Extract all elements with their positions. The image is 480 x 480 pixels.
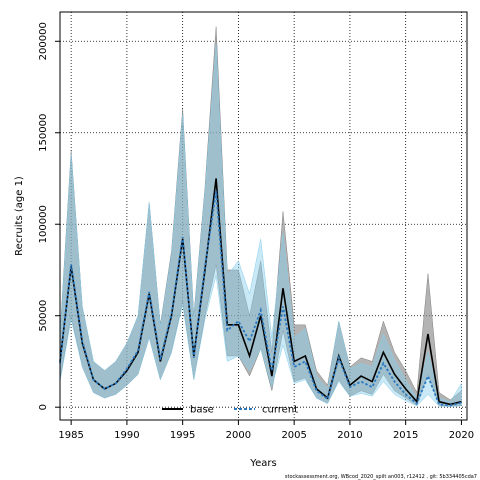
confidence-bands — [59, 26, 462, 407]
y-axis-title: Recruits (age 1) — [14, 176, 25, 256]
x-tick-label-2005: 2005 — [281, 430, 306, 441]
legend-label-current: current — [262, 405, 298, 416]
x-tick-label-1985: 1985 — [58, 430, 83, 441]
y-tick-label-200000: 200000 — [38, 22, 49, 60]
plot-frame — [59, 11, 468, 421]
y-tick-label-50000: 50000 — [38, 300, 49, 332]
y-tick-label-150000: 150000 — [38, 114, 49, 152]
legend: base current — [162, 405, 298, 416]
x-axis: 1985 1990 1995 2000 2005 2010 2015 2020 — [58, 420, 474, 441]
y-tick-label-100000: 100000 — [38, 205, 49, 243]
x-tick-label-2020: 2020 — [449, 430, 474, 441]
line-base — [59, 178, 462, 406]
y-axis: 0 50000 100000 150000 200000 — [38, 22, 60, 410]
legend-label-base: base — [190, 405, 214, 416]
x-tick-label-2010: 2010 — [337, 430, 362, 441]
x-tick-label-1995: 1995 — [170, 430, 195, 441]
band-current — [59, 44, 462, 407]
line-current — [59, 191, 462, 407]
x-tick-label-2015: 2015 — [393, 430, 418, 441]
y-tick-label-0: 0 — [38, 404, 49, 410]
x-axis-title: Years — [249, 458, 276, 469]
footer-caption: stockassessment.org, WBcod_2020_spilt an… — [285, 474, 477, 480]
x-tick-label-1990: 1990 — [114, 430, 139, 441]
series-lines — [59, 178, 462, 407]
x-tick-label-2000: 2000 — [226, 430, 251, 441]
